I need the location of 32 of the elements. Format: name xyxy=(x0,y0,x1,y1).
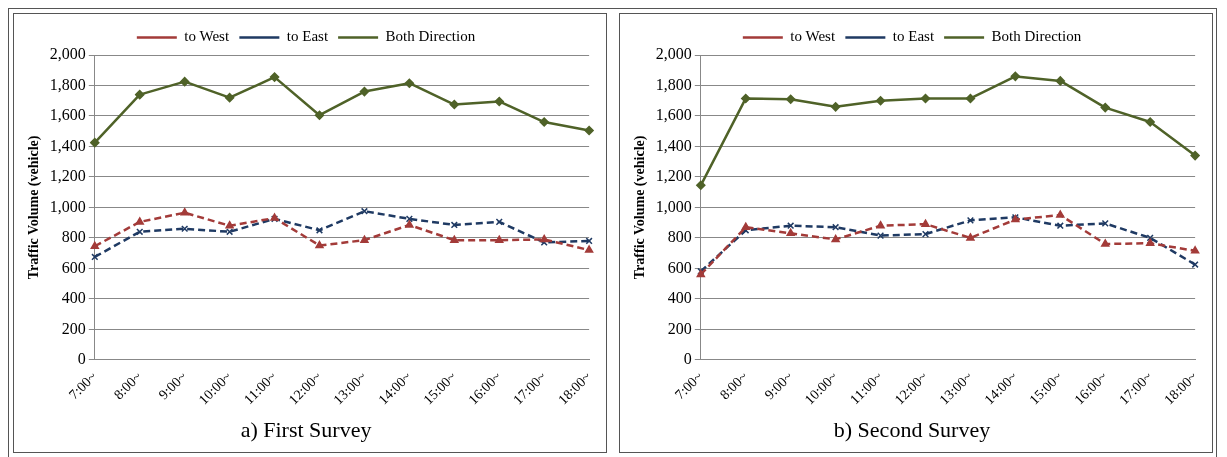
text: a) First Survey xyxy=(240,416,371,442)
y-tick-label: 1,000 xyxy=(49,197,86,215)
legend-label: to East xyxy=(892,28,935,45)
y-tick-label: 200 xyxy=(667,319,692,337)
y-tick-label: 1,800 xyxy=(655,75,692,93)
y-tick-label: 1,000 xyxy=(655,197,692,215)
legend-label: Both Direction xyxy=(385,28,476,45)
y-tick-label: 1,400 xyxy=(49,136,86,154)
y-tick-label: 400 xyxy=(61,289,86,307)
y-tick-label: 200 xyxy=(61,319,86,337)
y-tick-label: 1,600 xyxy=(49,106,86,124)
y-tick-label: 600 xyxy=(667,258,692,276)
y-tick-label: 0 xyxy=(77,350,86,368)
y-tick-label: 1,400 xyxy=(655,136,692,154)
legend-label: to West xyxy=(789,28,836,45)
legend-label: Both Direction xyxy=(991,28,1082,45)
y-axis-title: Traffic Volume (vehicle) xyxy=(25,135,42,280)
y-axis-title: Traffic Volume (vehicle) xyxy=(631,135,648,280)
y-tick-label: 2,000 xyxy=(49,45,86,63)
text: b) Second Survey xyxy=(833,416,990,442)
legend-label: to East xyxy=(286,28,329,45)
y-tick-label: 800 xyxy=(61,228,86,246)
y-tick-label: 400 xyxy=(667,289,692,307)
y-tick-label: 800 xyxy=(667,228,692,246)
y-tick-label: 1,200 xyxy=(655,167,692,185)
y-tick-label: 600 xyxy=(61,258,86,276)
y-tick-label: 1,200 xyxy=(49,167,86,185)
y-tick-label: 1,800 xyxy=(49,75,86,93)
y-tick-label: 2,000 xyxy=(655,45,692,63)
y-tick-label: 0 xyxy=(683,350,692,368)
y-tick-label: 1,600 xyxy=(655,106,692,124)
legend-label: to West xyxy=(183,28,230,45)
